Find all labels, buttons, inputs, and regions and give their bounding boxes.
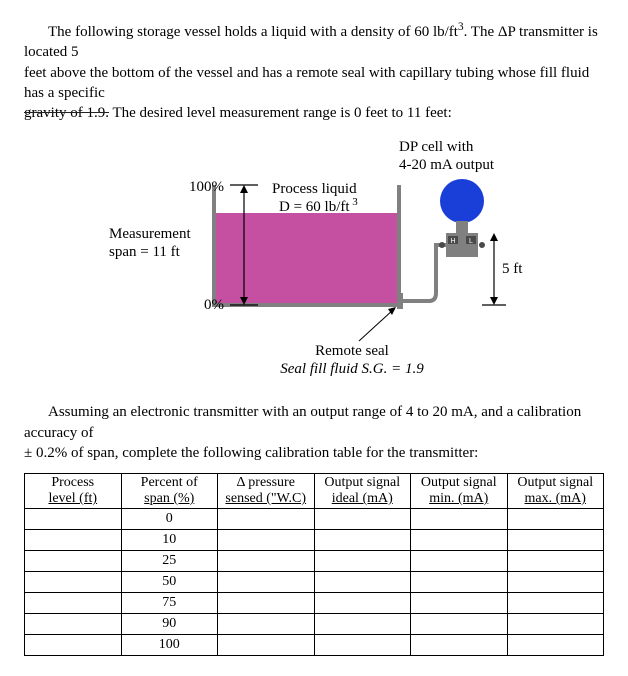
instruction: Assuming an electronic transmitter with … xyxy=(24,402,604,463)
table-row: 10 xyxy=(25,530,604,551)
dp-label-line1: DP cell with xyxy=(399,139,474,155)
col-percent-span: Percent of span (%) xyxy=(121,474,218,509)
table-cell xyxy=(218,530,315,551)
table-row: 25 xyxy=(25,551,604,572)
table-cell xyxy=(25,614,122,635)
dp-label-line2: 4-20 mA output xyxy=(399,157,495,173)
diagram-svg: DP cell with 4-20 mA output 100% 0% Meas… xyxy=(54,133,574,388)
table-cell xyxy=(507,551,604,572)
l-tag: L xyxy=(469,238,473,245)
col-output-ideal: Output signal ideal (mA) xyxy=(314,474,411,509)
table-cell xyxy=(218,572,315,593)
table-row: 50 xyxy=(25,572,604,593)
text-strike: gravity of 1.9. xyxy=(24,105,109,121)
measurement-label-l2: span = 11 ft xyxy=(109,244,181,260)
table-cell xyxy=(411,614,508,635)
label-100: 100% xyxy=(189,179,224,195)
calibration-table: Process level (ft) Percent of span (%) Δ… xyxy=(24,473,604,656)
text: ± 0.2% of span, complete the following c… xyxy=(24,445,478,461)
diagram: DP cell with 4-20 mA output 100% 0% Meas… xyxy=(24,133,604,388)
table-cell xyxy=(218,614,315,635)
problem-statement: The following storage vessel holds a liq… xyxy=(24,20,604,123)
table-cell xyxy=(25,635,122,656)
col-process-level: Process level (ft) xyxy=(25,474,122,509)
table-cell xyxy=(314,530,411,551)
table-cell xyxy=(314,509,411,530)
table-cell xyxy=(314,593,411,614)
table-cell xyxy=(507,614,604,635)
table-cell: 25 xyxy=(121,551,218,572)
table-cell xyxy=(507,509,604,530)
text: feet above the bottom of the vessel and … xyxy=(24,65,589,101)
table-cell xyxy=(218,635,315,656)
label-0: 0% xyxy=(204,297,224,313)
table-cell xyxy=(218,509,315,530)
remote-seal-l2: Seal fill fluid S.G. = 1.9 xyxy=(280,361,424,377)
h-tag: H xyxy=(450,238,455,245)
measurement-label-l1: Measurement xyxy=(109,226,191,242)
calibration-table-wrap: Process level (ft) Percent of span (%) Δ… xyxy=(24,473,604,656)
table-cell xyxy=(507,635,604,656)
table-row: 90 xyxy=(25,614,604,635)
table-cell xyxy=(411,530,508,551)
table-row: 0 xyxy=(25,509,604,530)
height-label: 5 ft xyxy=(502,261,523,277)
col-delta-pressure: Δ pressure sensed ("W.C) xyxy=(218,474,315,509)
table-cell xyxy=(411,593,508,614)
process-label-l1: Process liquid xyxy=(272,181,357,197)
remote-seal-pointer xyxy=(359,307,396,341)
table-header-row: Process level (ft) Percent of span (%) Δ… xyxy=(25,474,604,509)
table-cell xyxy=(314,614,411,635)
table-cell xyxy=(25,551,122,572)
text: Assuming an electronic transmitter with … xyxy=(24,404,581,440)
table-cell xyxy=(25,530,122,551)
table-cell: 50 xyxy=(121,572,218,593)
table-cell: 0 xyxy=(121,509,218,530)
capillary xyxy=(397,245,446,309)
table-row: 100 xyxy=(25,635,604,656)
table-cell xyxy=(314,572,411,593)
liquid-fill xyxy=(216,213,397,303)
table-cell xyxy=(507,593,604,614)
table-cell xyxy=(25,572,122,593)
table-cell xyxy=(314,635,411,656)
table-cell xyxy=(411,572,508,593)
table-row: 75 xyxy=(25,593,604,614)
table-cell xyxy=(411,509,508,530)
table-cell xyxy=(411,635,508,656)
col-output-min: Output signal min. (mA) xyxy=(411,474,508,509)
col-output-max: Output signal max. (mA) xyxy=(507,474,604,509)
table-cell xyxy=(507,530,604,551)
process-label-l2: D = 60 lb/ft 3 xyxy=(279,196,358,215)
table-cell xyxy=(25,509,122,530)
table-cell xyxy=(218,593,315,614)
table-cell xyxy=(218,551,315,572)
table-cell: 75 xyxy=(121,593,218,614)
table-cell xyxy=(507,572,604,593)
table-cell xyxy=(314,551,411,572)
text: The following storage vessel holds a liq… xyxy=(48,24,458,40)
table-cell: 90 xyxy=(121,614,218,635)
table-cell: 10 xyxy=(121,530,218,551)
table-cell xyxy=(411,551,508,572)
text: The desired level measurement range is 0… xyxy=(109,105,452,121)
table-cell: 100 xyxy=(121,635,218,656)
table-cell xyxy=(25,593,122,614)
remote-seal-l1: Remote seal xyxy=(315,343,389,359)
